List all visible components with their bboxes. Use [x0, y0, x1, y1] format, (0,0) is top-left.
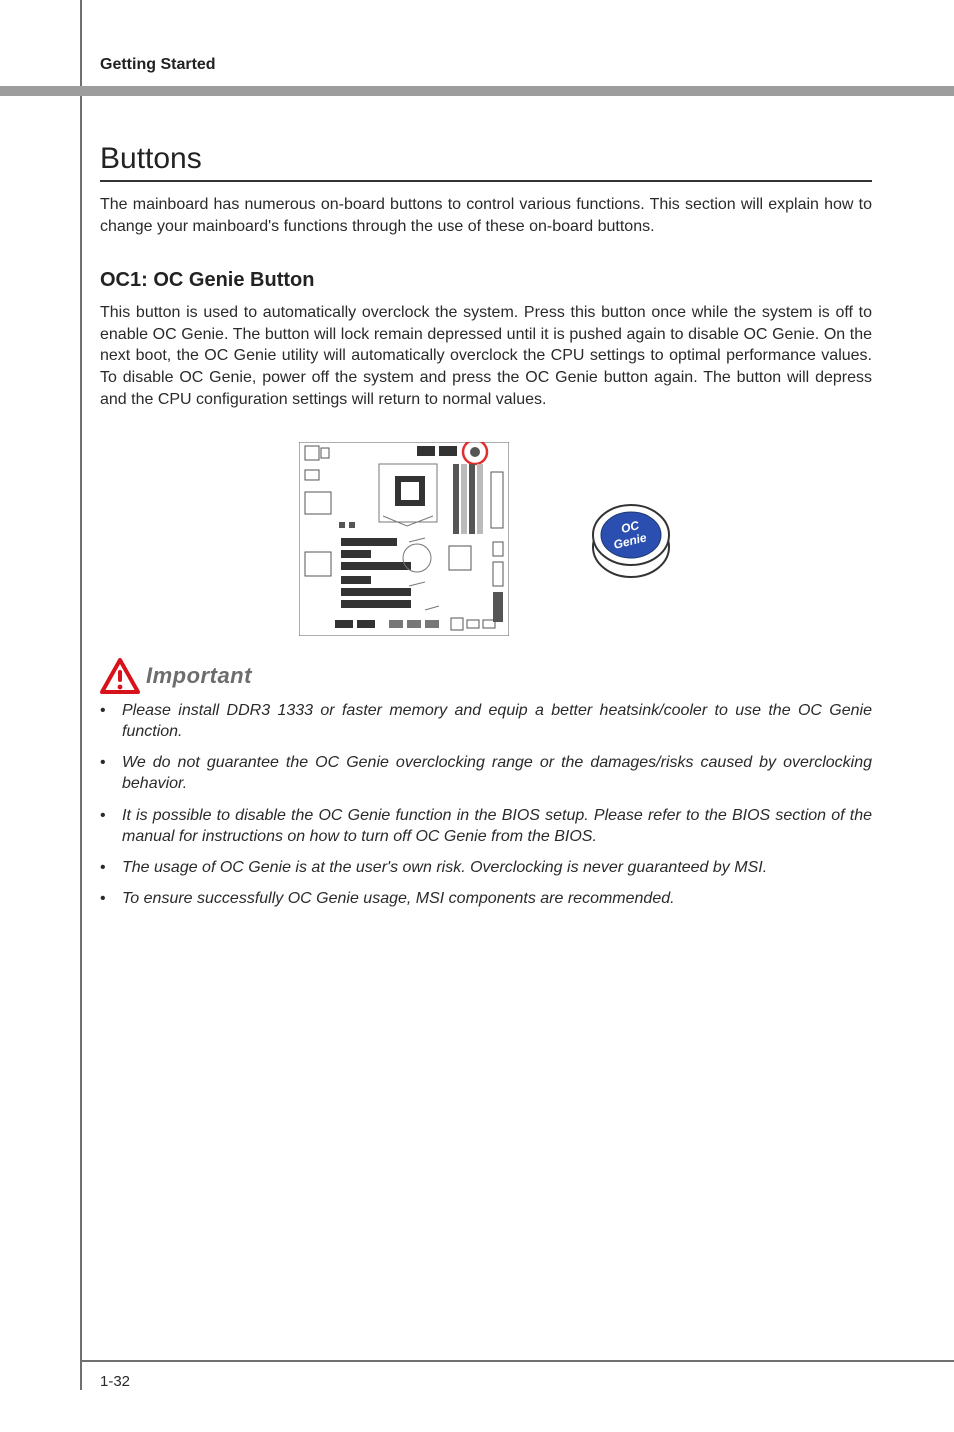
important-item: The usage of OC Genie is at the user's o…: [100, 857, 872, 878]
important-label: Important: [146, 663, 252, 689]
figure-row: OC Genie: [100, 442, 872, 636]
important-list: Please install DDR3 1333 or faster memor…: [100, 700, 872, 909]
left-vertical-rule: [80, 0, 82, 1390]
important-item: We do not guarantee the OC Genie overclo…: [100, 752, 872, 794]
footer-rule: [80, 1360, 954, 1362]
page-number: 1-32: [100, 1373, 130, 1390]
oc-genie-button-figure: OC Genie: [589, 497, 673, 581]
section-body: This button is used to automatically ove…: [100, 302, 872, 410]
motherboard-diagram: [299, 442, 509, 636]
important-item: To ensure successfully OC Genie usage, M…: [100, 888, 872, 909]
important-item: Please install DDR3 1333 or faster memor…: [100, 700, 872, 742]
page-title: Buttons: [100, 142, 872, 182]
warning-icon: [100, 658, 140, 694]
important-header: Important: [100, 658, 872, 694]
section-heading: OC1: OC Genie Button: [100, 269, 872, 292]
important-item: It is possible to disable the OC Genie f…: [100, 805, 872, 847]
header-section-title: Getting Started: [100, 56, 872, 74]
intro-paragraph: The mainboard has numerous on-board butt…: [100, 194, 872, 237]
